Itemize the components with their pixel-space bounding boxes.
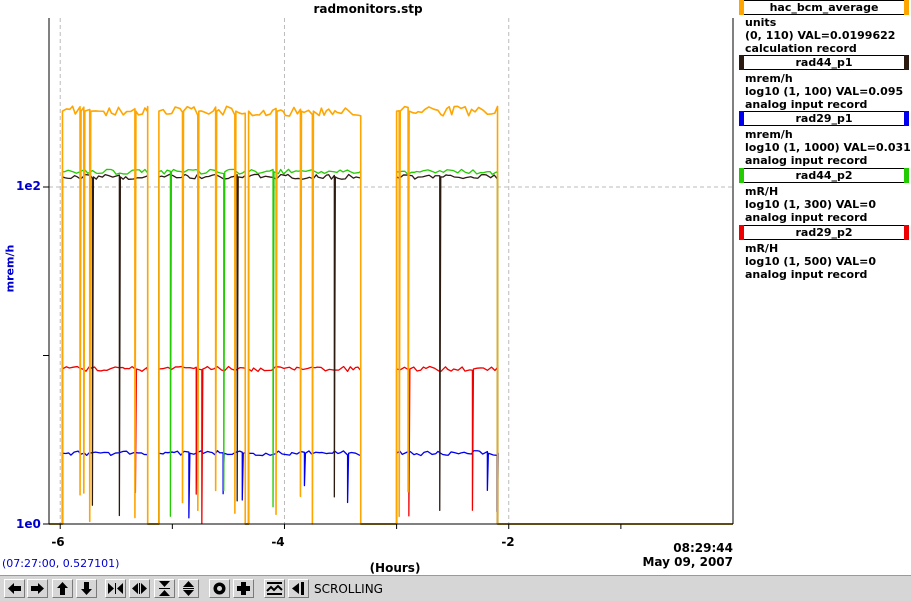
series-color-swatch [904, 111, 909, 126]
pan-left-button[interactable] [288, 579, 309, 598]
scroll-up-icon [57, 582, 68, 595]
series-color-swatch [739, 225, 744, 240]
compress-y-icon [159, 581, 170, 596]
legend-range-value: log10 (1, 500) VAL=0 [745, 255, 877, 268]
zoom-reset-button[interactable] [209, 579, 230, 598]
pan-left-icon [292, 582, 304, 595]
legend-button-rad29-p2[interactable]: rad29_p2 [739, 225, 909, 240]
series-line-rad44_p2 [49, 168, 733, 525]
legend-range-value: log10 (1, 100) VAL=0.095 [745, 85, 904, 98]
expand-y-button[interactable] [178, 579, 199, 598]
legend-series-name: hac_bcm_average [769, 1, 879, 14]
series-color-swatch [739, 0, 744, 15]
series-color-swatch [904, 55, 909, 70]
zoom-reset-icon [213, 582, 226, 595]
legend-record-type: analog input record [745, 98, 868, 111]
y-tick-label: 1e0 [16, 517, 41, 531]
legend-series-name: rad44_p1 [795, 56, 853, 69]
compress-x-button[interactable] [105, 579, 126, 598]
x-tick-label: -2 [501, 535, 515, 549]
x-tick-label: -4 [271, 535, 285, 549]
scroll-mode-button[interactable] [264, 579, 285, 598]
legend-series-name: rad44_p2 [795, 169, 853, 182]
legend-record-type: calculation record [745, 42, 857, 55]
legend-button-hac-bcm-average[interactable]: hac_bcm_average [739, 0, 909, 15]
legend-units: mrem/h [745, 72, 793, 85]
series-color-swatch [739, 55, 744, 70]
series-color-swatch [739, 168, 744, 183]
legend-series-name: rad29_p2 [795, 226, 853, 239]
chart-title: radmonitors.stp [313, 2, 423, 16]
legend-button-rad44-p2[interactable]: rad44_p2 [739, 168, 909, 183]
x-tick-label: -6 [51, 535, 65, 549]
toolbar: SCROLLING [0, 575, 911, 601]
series-color-swatch [904, 0, 909, 15]
y-axis-label: mrem/h [3, 244, 17, 293]
scroll-down-icon [81, 582, 92, 595]
legend-button-rad29-p1[interactable]: rad29_p1 [739, 111, 909, 126]
expand-y-icon [183, 581, 194, 596]
series-line-rad44_p1 [49, 173, 733, 525]
series-line-hac_bcm_average [49, 105, 733, 525]
expand-x-icon [132, 583, 147, 594]
series-color-swatch [904, 168, 909, 183]
legend-series-name: rad29_p1 [795, 112, 853, 125]
plot-area[interactable] [0, 0, 736, 575]
scroll-right-button[interactable] [27, 579, 48, 598]
series-line-rad29_p1 [49, 450, 733, 525]
legend-range-value: log10 (1, 1000) VAL=0.0311 [745, 141, 911, 154]
legend-panel: hac_bcm_average units (0, 110) VAL=0.019… [737, 0, 911, 575]
legend-range-value: (0, 110) VAL=0.0199622 [745, 29, 896, 42]
scroll-up-button[interactable] [52, 579, 73, 598]
x-axis-label: (Hours) [369, 561, 421, 575]
legend-record-type: analog input record [745, 211, 868, 224]
end-date: May 09, 2007 [642, 555, 733, 569]
y-tick-label: 1e2 [16, 179, 41, 193]
zoom-in-icon [237, 582, 250, 595]
series-line-rad29_p2 [49, 365, 733, 525]
end-time: 08:29:44 [673, 541, 733, 555]
compress-x-icon [108, 583, 123, 594]
plot-frame [43, 18, 734, 529]
series-color-swatch [904, 225, 909, 240]
legend-units: mR/H [745, 242, 779, 255]
expand-x-button[interactable] [129, 579, 150, 598]
legend-units: mrem/h [745, 128, 793, 141]
series-layer [49, 105, 733, 525]
scroll-mode-icon [266, 582, 283, 595]
compress-y-button[interactable] [154, 579, 175, 598]
legend-range-value: log10 (1, 300) VAL=0 [745, 198, 877, 211]
series-color-swatch [739, 111, 744, 126]
legend-record-type: analog input record [745, 268, 868, 281]
legend-units: mR/H [745, 185, 779, 198]
legend-units: units [745, 16, 777, 29]
scroll-right-icon [31, 583, 44, 594]
end-timestamp: 08:29:44 May 09, 2007 [630, 541, 733, 569]
legend-record-type: analog input record [745, 154, 868, 167]
scroll-left-button[interactable] [4, 579, 25, 598]
legend-button-rad44-p1[interactable]: rad44_p1 [739, 55, 909, 70]
zoom-in-button[interactable] [233, 579, 254, 598]
plot-grid [49, 18, 733, 524]
scroll-down-button[interactable] [76, 579, 97, 598]
scroll-left-icon [8, 583, 21, 594]
scroll-status: SCROLLING [314, 582, 383, 596]
cursor-readout: (07:27:00, 0.527101) [2, 557, 120, 570]
